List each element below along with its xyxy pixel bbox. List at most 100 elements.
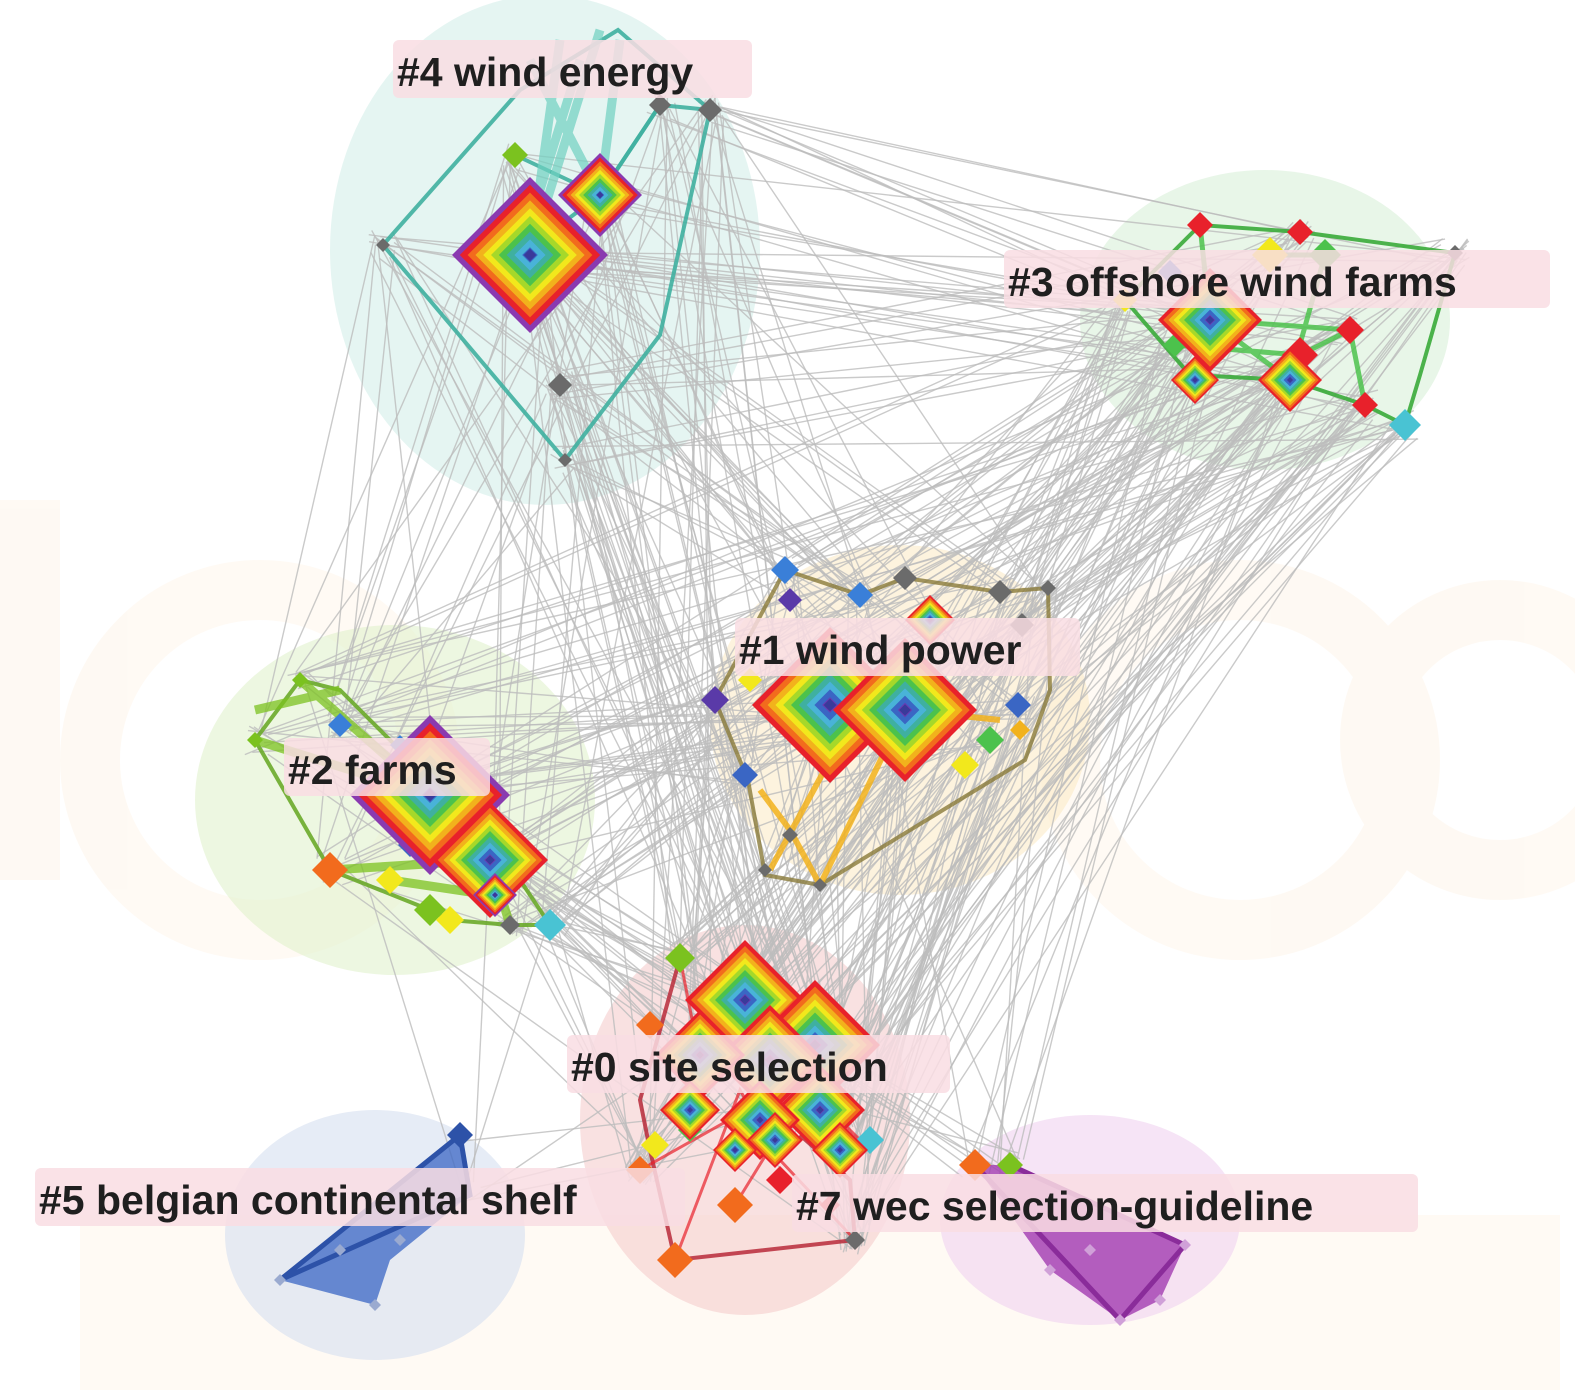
- citation-edge: [506, 156, 861, 1142]
- citation-edge: [848, 387, 1291, 1236]
- citation-node-large: [432, 802, 548, 918]
- citation-edge: [860, 711, 907, 1247]
- citation-edge: [491, 854, 645, 1166]
- label-bg-cluster-0: [567, 1035, 950, 1093]
- citation-edge: [670, 423, 1399, 946]
- citation-edge: [975, 342, 1161, 1165]
- citation-node-small: [436, 906, 464, 934]
- citation-edge: [681, 696, 1030, 964]
- citation-edge: [648, 97, 669, 1178]
- citation-node-small: [771, 556, 799, 584]
- citation-edge: [515, 256, 1007, 599]
- citation-node-small: [1389, 409, 1421, 441]
- citation-node-small: [782, 827, 798, 843]
- citation-node-small: [665, 943, 695, 973]
- citation-node-small: [1005, 692, 1031, 718]
- citation-node-small: [732, 762, 758, 788]
- citation-node-small: [766, 1166, 794, 1194]
- citation-node-small: [292, 672, 308, 688]
- citation-edge: [842, 380, 1277, 1087]
- citation-node-small: [376, 866, 404, 894]
- citation-edge: [1054, 417, 1367, 603]
- citation-edge: [997, 587, 1058, 1162]
- citation-edge: [788, 371, 1286, 1054]
- citation-edge: [870, 322, 1198, 594]
- citation-edge: [244, 248, 1465, 756]
- citation-node-small: [1287, 219, 1313, 245]
- citation-node-small: [500, 915, 520, 935]
- citation-node-large: [747, 1112, 803, 1168]
- citation-edge: [828, 425, 1405, 1104]
- citation-edge: [1005, 391, 1280, 1162]
- citation-edge: [349, 467, 575, 733]
- citation-edge: [988, 334, 1191, 1176]
- citation-edge: [571, 380, 682, 950]
- cluster-label-0: #0 site selection: [571, 1044, 888, 1090]
- citation-edge: [685, 247, 1464, 969]
- citation-edge: [329, 417, 1405, 738]
- citation-edge: [839, 419, 1374, 1109]
- citation-edge: [442, 244, 1442, 781]
- cluster-label-7: #7 wec selection-guideline: [796, 1183, 1313, 1229]
- citation-node-small: [813, 878, 827, 892]
- cluster-label-4: #4 wind energy: [397, 49, 693, 95]
- citation-edge: [842, 748, 985, 1253]
- citation-node-small: [1336, 316, 1364, 344]
- citation-edge: [516, 169, 1370, 416]
- citation-edge: [1015, 305, 1216, 1163]
- citation-node-small: [502, 142, 528, 168]
- citation-node-large: [452, 177, 608, 333]
- citation-node-small: [1352, 392, 1378, 418]
- citation-edge: [749, 385, 1300, 993]
- citation-node-small: [717, 1187, 753, 1223]
- citation-node-small: [548, 373, 572, 397]
- citation-edge: [433, 350, 1186, 801]
- citation-edge: [971, 382, 1288, 1153]
- citation-node-small: [328, 713, 352, 737]
- citation-node-small: [247, 732, 263, 748]
- citation-edge: [721, 114, 1045, 596]
- citation-edge: [678, 124, 704, 973]
- citation-node-large: [713, 1128, 757, 1172]
- citation-edge: [521, 112, 663, 932]
- citation-edge: [549, 711, 716, 916]
- citation-node-small: [657, 1242, 693, 1278]
- citation-edge: [340, 266, 529, 726]
- citation-edge: [482, 184, 591, 860]
- citation-edge: [297, 389, 1379, 676]
- citation-edge: [529, 246, 1288, 381]
- citation-node-small: [1154, 1294, 1166, 1306]
- citation-node-small: [758, 863, 772, 877]
- cluster-label-1: #1 wind power: [739, 627, 1022, 673]
- citation-edge: [504, 168, 833, 1113]
- citation-node-small: [1187, 212, 1213, 238]
- citation-node-small: [778, 588, 802, 612]
- cluster-label-5: #5 belgian continental shelf: [39, 1177, 577, 1223]
- citation-node-large: [1171, 356, 1219, 404]
- citation-node-small: [334, 1244, 346, 1256]
- citation-node-small: [845, 1230, 865, 1250]
- citation-edge: [788, 260, 1458, 1151]
- citation-node-small: [1044, 1264, 1056, 1276]
- citation-edge: [540, 921, 692, 955]
- citation-edge: [388, 249, 788, 1052]
- citation-node-small: [1114, 1314, 1126, 1326]
- citation-node-large: [473, 873, 517, 917]
- cluster-label-2: #2 farms: [288, 747, 457, 793]
- citation-node-small: [847, 582, 873, 608]
- citation-edge: [331, 94, 714, 739]
- citation-edge: [267, 577, 1015, 736]
- citation-edge: [998, 582, 1034, 1177]
- citation-edge: [851, 1109, 1019, 1154]
- citation-edge: [845, 696, 1036, 1249]
- label-bg-cluster-5: [35, 1168, 685, 1226]
- citation-node-small: [893, 566, 917, 590]
- citation-edge: [829, 392, 1294, 1104]
- citation-edge: [602, 183, 1042, 588]
- citation-node-large: [558, 153, 642, 237]
- citation-edge: [603, 201, 709, 1068]
- label-bg-cluster-3: [1004, 250, 1550, 308]
- citation-edge: [459, 930, 547, 1203]
- citation-edge: [540, 180, 606, 929]
